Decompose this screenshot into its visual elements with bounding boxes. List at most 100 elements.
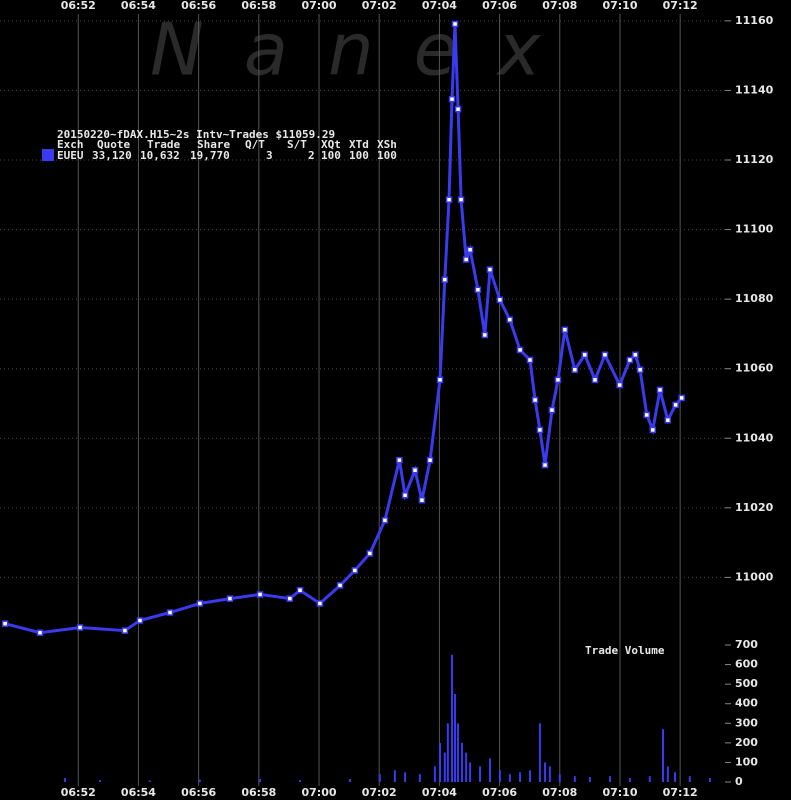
trade-marker [462, 256, 470, 263]
x-tick-label: 07:06 [482, 786, 517, 799]
legend-column: Trade [147, 138, 180, 151]
volume-bar [198, 779, 201, 782]
trade-marker [643, 411, 651, 419]
x-tick-label: 07:04 [422, 0, 457, 12]
volume-bar [457, 723, 460, 782]
volume-bar [573, 776, 576, 782]
trade-marker [166, 609, 174, 616]
volume-bar [708, 778, 711, 782]
x-tick-label: 07:10 [602, 786, 637, 799]
trade-marker [401, 492, 409, 499]
legend-cell: 10,632 [140, 149, 180, 162]
y-tick-label: 11060 [735, 362, 774, 375]
trade-marker [554, 376, 562, 384]
volume-bar [648, 776, 651, 782]
x-tick-label: 07:00 [302, 786, 337, 799]
volume-bar [469, 762, 472, 782]
trade-marker [36, 629, 44, 636]
volume-bar [299, 780, 302, 782]
trade-marker [351, 567, 359, 574]
x-tick-label: 07:04 [422, 786, 457, 799]
x-tick-label: 07:08 [542, 786, 577, 799]
watermark: Nanex [150, 8, 581, 92]
trade-marker [454, 105, 462, 113]
x-tick-label: 07:12 [663, 786, 698, 799]
volume-bar [558, 774, 561, 782]
trade-marker [196, 600, 204, 607]
y-tick-label: 11160 [735, 14, 774, 27]
trade-marker [632, 351, 639, 359]
volume-bar [688, 776, 691, 782]
volume-bar [404, 772, 407, 782]
trade-marker [436, 376, 444, 384]
trade-marker [672, 401, 679, 409]
trade-marker [626, 356, 634, 364]
legend-column: Exch [57, 138, 84, 151]
legend-cell: 33,120 [92, 149, 132, 162]
legend-cell: EUEU [57, 149, 84, 162]
volume-bar [519, 772, 522, 782]
legend-cell: 2 [308, 149, 315, 162]
trade-marker [256, 591, 264, 598]
volume-bar [378, 774, 381, 782]
legend-title: 20150220~fDAX.H15~2s Intv~Trades $11059.… [57, 128, 335, 141]
trade-marker [541, 461, 549, 469]
volume-bar [488, 758, 491, 782]
volume-bar [662, 729, 665, 782]
volume-bar [588, 777, 591, 782]
trade-marker [411, 467, 419, 474]
legend-cell: 100 [349, 149, 369, 162]
trade-marker [656, 386, 664, 394]
volume-bar [465, 752, 468, 782]
y-tick-label: 11040 [735, 431, 774, 444]
volume-bar [259, 779, 262, 782]
x-tick-label: 07:02 [362, 786, 397, 799]
trade-marker [649, 426, 657, 434]
trade-marker [296, 587, 304, 594]
volume-bar [498, 770, 501, 782]
trade-marker [516, 346, 524, 354]
trade-marker [616, 381, 623, 389]
volume-bar [538, 723, 541, 782]
trade-marker [466, 246, 474, 253]
y-tick-label: 0 [735, 775, 743, 788]
trade-marker [457, 196, 465, 203]
y-tick-label: 300 [735, 716, 758, 729]
x-tick-label: 06:58 [241, 0, 276, 12]
trade-marker [636, 366, 644, 373]
y-tick-label: 100 [735, 755, 758, 768]
x-tick-label: 07:08 [542, 0, 577, 12]
volume-bar [528, 770, 531, 782]
trade-marker [1, 620, 9, 627]
x-tick-label: 07:10 [602, 0, 637, 12]
panel-title: Trade Volume [585, 644, 665, 657]
y-tick-label: 500 [735, 677, 758, 690]
x-tick-label: 07:12 [663, 0, 698, 12]
x-tick-label: 07:02 [362, 0, 397, 12]
volume-bar [674, 772, 677, 782]
y-tick-label: 11120 [735, 153, 774, 166]
legend-column: XSh [377, 138, 397, 151]
volume-bar [609, 776, 612, 782]
legend-cell: 3 [266, 149, 273, 162]
trade-marker [591, 376, 599, 384]
trade-marker [451, 20, 459, 28]
volume-bar [98, 780, 101, 782]
volume-bar [433, 766, 436, 782]
trade-marker [561, 326, 569, 333]
trade-marker [536, 426, 544, 434]
y-tick-label: 600 [735, 658, 758, 671]
y-tick-label: 700 [735, 638, 758, 651]
trade-marker [448, 95, 456, 103]
trade-marker [445, 196, 453, 203]
volume-bar [548, 766, 551, 782]
x-tick-label: 07:06 [482, 0, 517, 12]
volume-bar [64, 778, 67, 782]
volume-bar [666, 766, 669, 782]
trade-marker [526, 356, 534, 364]
x-tick-label: 06:56 [181, 0, 216, 12]
x-tick-label: 06:54 [121, 0, 156, 12]
legend-column: XTd [349, 138, 369, 151]
